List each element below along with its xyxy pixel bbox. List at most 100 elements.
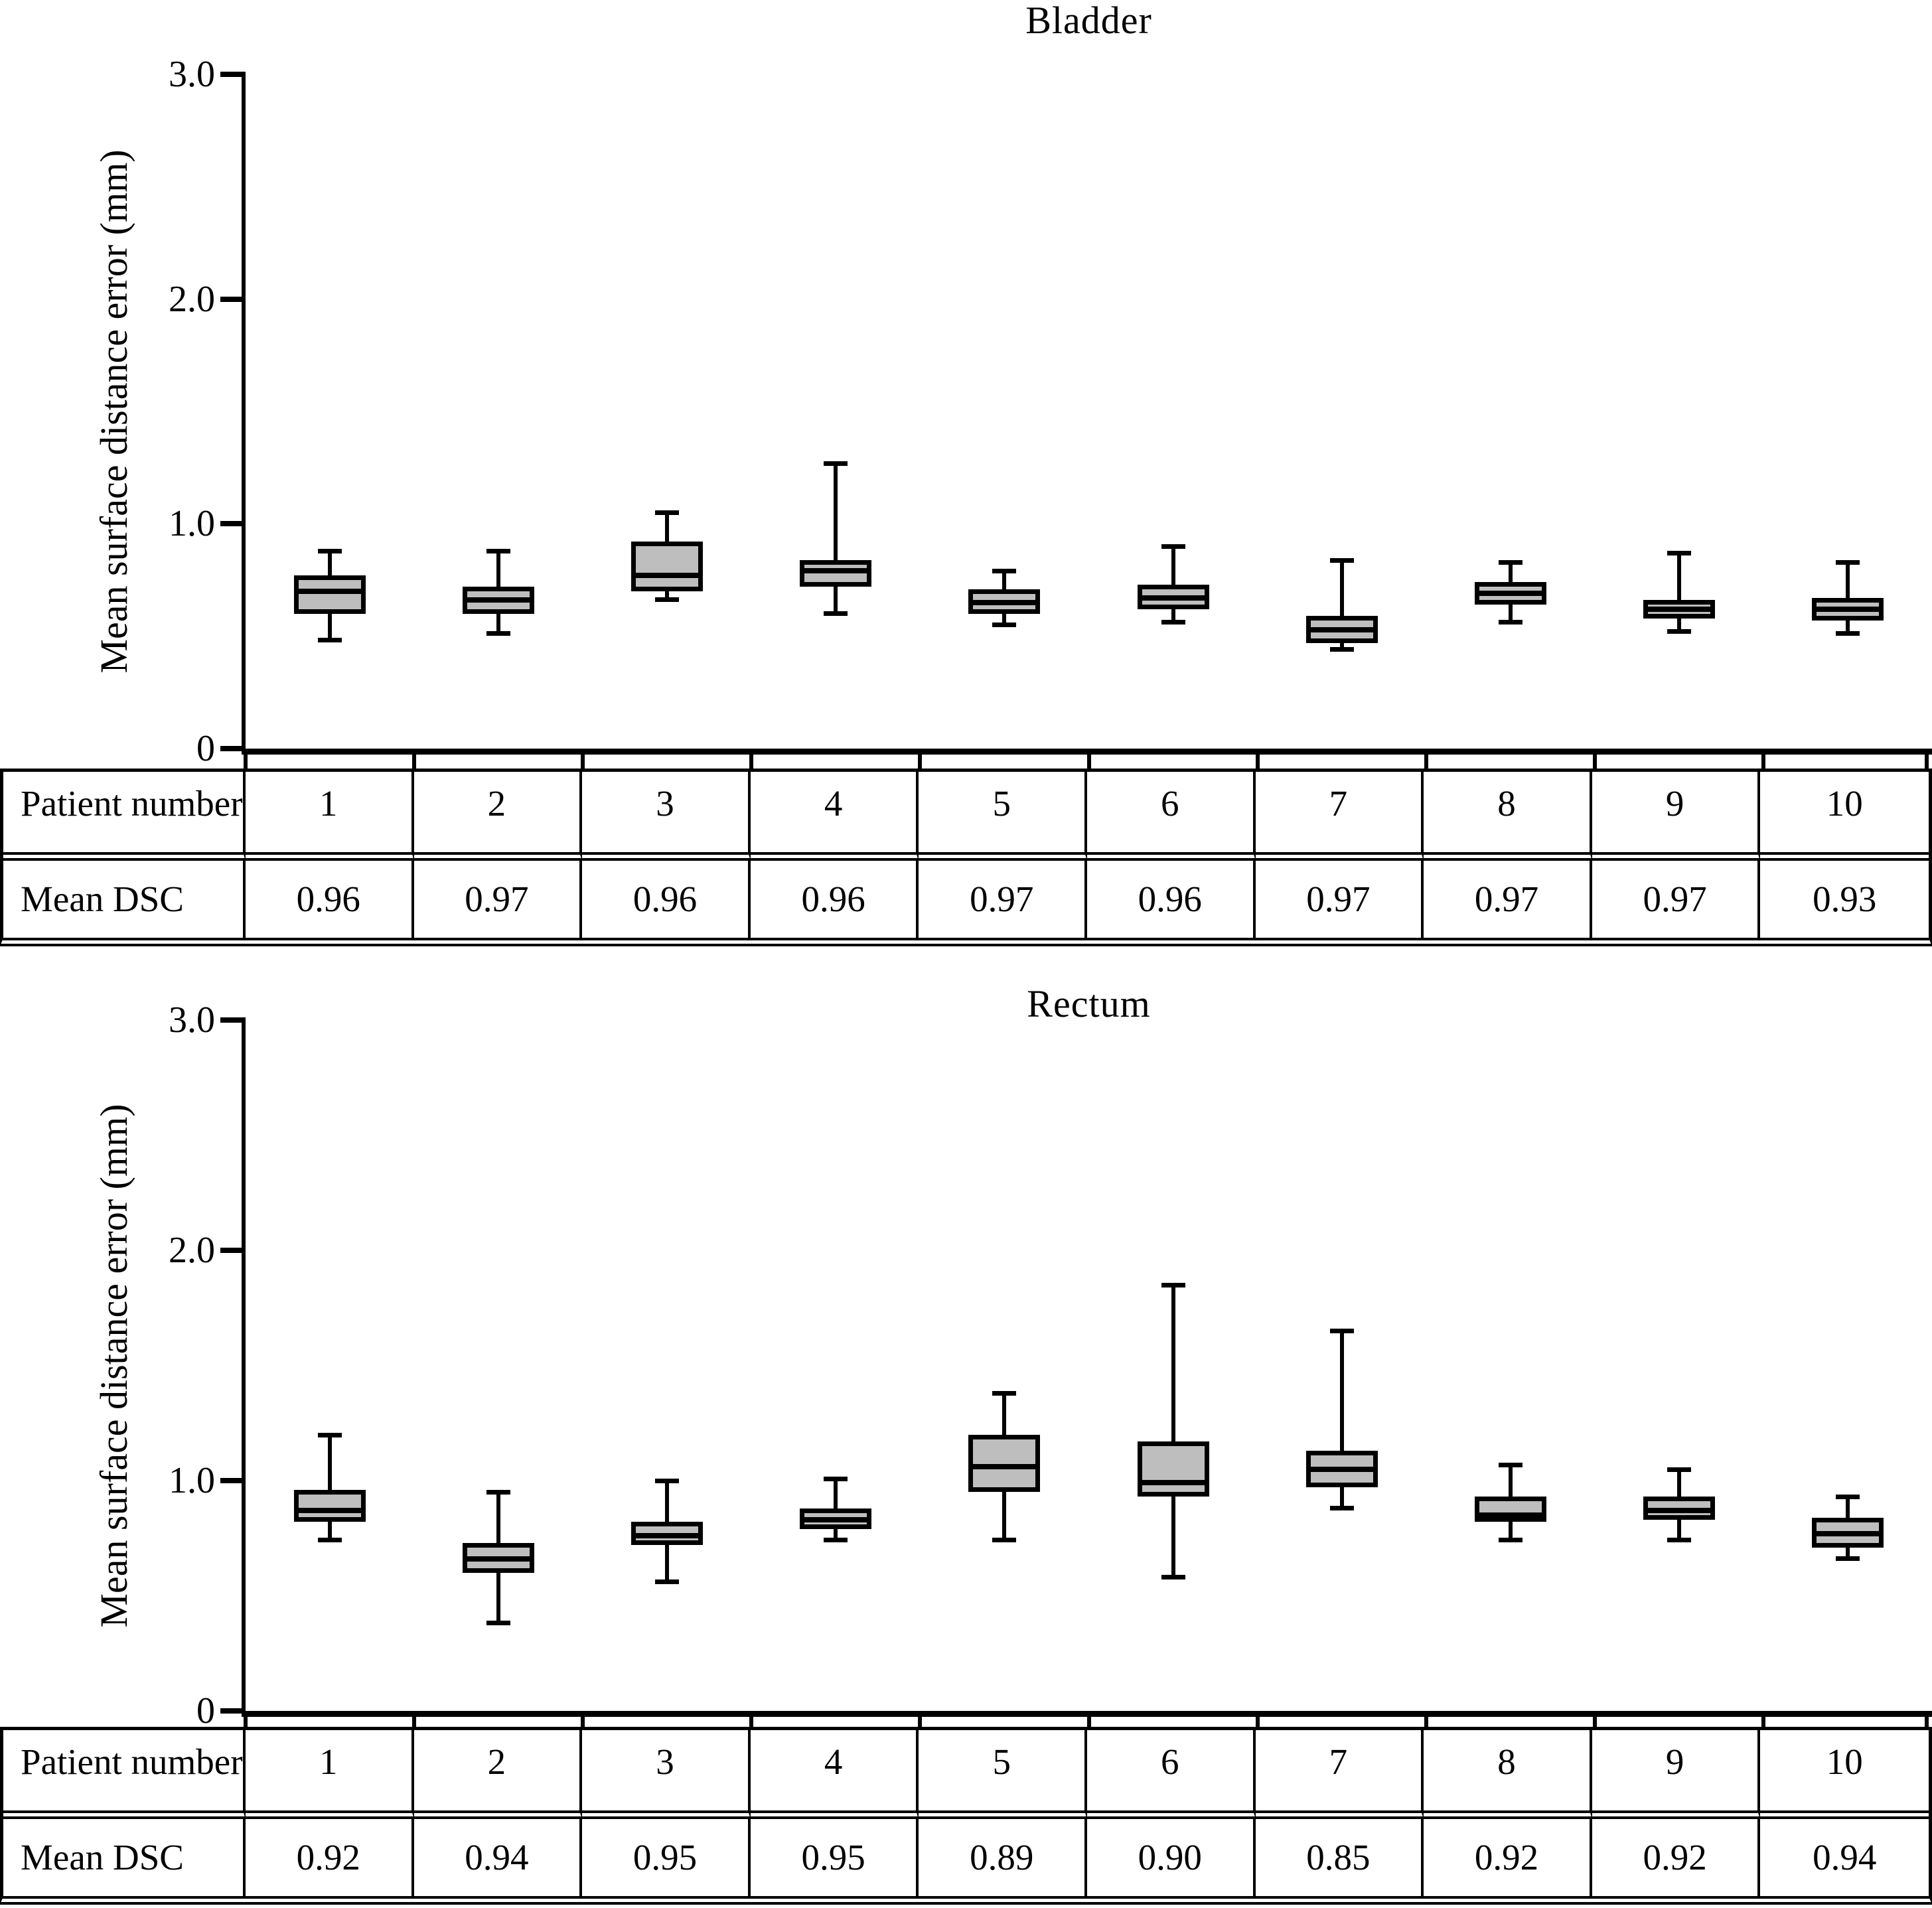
whisker-cap-bottom [1161, 1574, 1185, 1579]
x-tick [749, 755, 754, 773]
whisker-line [1002, 571, 1007, 625]
whisker-line [328, 1434, 333, 1541]
mean-dsc-cell: 0.96 [582, 861, 751, 938]
x-tick [1255, 1717, 1260, 1735]
box-median-line [1474, 591, 1546, 597]
patient-number-cell: 9 [1592, 1730, 1761, 1819]
box-median-line [968, 1464, 1041, 1470]
box-body [1305, 1450, 1378, 1488]
whisker-line [1845, 1497, 1850, 1559]
box-body [463, 587, 535, 614]
y-tick [220, 1708, 242, 1714]
box-median-line [1474, 1512, 1546, 1518]
x-tick [412, 755, 417, 773]
whisker-cap-top [1835, 559, 1860, 565]
whisker-cap-top [1329, 1329, 1354, 1334]
mean-dsc-cell: 0.97 [919, 861, 1087, 938]
bladder-y-axis-label: Mean surface distance error (mm) [92, 149, 135, 674]
x-tick [1592, 1717, 1597, 1735]
whisker-cap-top [655, 510, 680, 516]
whisker-cap-bottom [1329, 646, 1354, 652]
x-tick [244, 755, 248, 773]
box-body [631, 542, 704, 591]
patient-number-cell: 1 [246, 772, 414, 861]
box-body [1643, 1497, 1715, 1520]
whisker-line [1508, 561, 1513, 623]
whisker-cap-bottom [1498, 620, 1523, 625]
patient-number-cell: 3 [582, 772, 751, 861]
box-median-line [294, 588, 366, 594]
whisker-cap-bottom [486, 631, 511, 636]
box-median-line [631, 573, 704, 579]
box-median-line [1643, 607, 1715, 613]
table-header-mean-dsc: Mean DSC [3, 861, 246, 938]
whisker-cap-top [318, 548, 342, 553]
whisker-cap-top [1161, 544, 1185, 550]
x-tick [1925, 755, 1929, 773]
whisker-cap-top [1498, 1462, 1523, 1467]
y-tick [220, 1017, 242, 1023]
box-median-line [1643, 1508, 1715, 1514]
mean-dsc-cell: 0.95 [751, 1819, 919, 1896]
patient-number-cell: 1 [246, 1730, 414, 1819]
whisker-line [496, 550, 501, 634]
whisker-line [1171, 546, 1175, 623]
y-tick-label: 2.0 [169, 1230, 215, 1271]
mean-dsc-cell: 0.92 [1592, 1819, 1761, 1896]
y-tick-label: 1.0 [169, 503, 215, 545]
whisker-line [1171, 1285, 1175, 1578]
whisker-line [665, 512, 670, 601]
whisker-cap-top [824, 461, 848, 466]
rectum-y-axis-label: Mean surface distance error (mm) [92, 1103, 135, 1628]
mean-dsc-cell: 0.94 [414, 1819, 583, 1896]
whisker-cap-top [992, 1391, 1017, 1396]
whisker-cap-top [1667, 551, 1691, 556]
whisker-cap-bottom [1498, 1538, 1523, 1543]
whisker-line [1676, 553, 1681, 632]
whisker-line [1508, 1464, 1513, 1541]
box-body [1305, 616, 1378, 643]
whisker-cap-top [824, 1476, 848, 1481]
x-tick [1086, 755, 1091, 773]
patient-number-cell: 7 [1255, 772, 1424, 861]
x-tick [244, 1717, 248, 1735]
patient-number-cell: 5 [919, 772, 1087, 861]
whisker-cap-bottom [992, 622, 1017, 627]
whisker-cap-bottom [1161, 620, 1185, 625]
whisker-cap-top [1161, 1283, 1185, 1288]
box-median-line [463, 597, 535, 603]
whisker-cap-top [486, 1490, 511, 1495]
box-body [294, 575, 366, 614]
x-tick [1925, 1717, 1929, 1735]
whisker-cap-bottom [486, 1621, 511, 1626]
patient-number-cell: 4 [750, 1730, 919, 1819]
x-tick [1086, 1717, 1091, 1735]
patient-number-cell: 6 [1087, 772, 1256, 861]
y-tick-label: 0 [196, 728, 215, 769]
y-tick [220, 521, 242, 527]
x-tick [1761, 1717, 1765, 1735]
box-body [800, 1508, 872, 1529]
whisker-cap-bottom [824, 611, 848, 616]
box-body [1474, 1497, 1546, 1522]
y-tick-label: 2.0 [169, 278, 215, 320]
whisker-line [1002, 1393, 1007, 1541]
whisker-line [834, 1478, 838, 1541]
whisker-cap-top [1329, 557, 1354, 563]
box-median-line [1137, 1480, 1209, 1486]
whisker-cap-bottom [824, 1538, 848, 1543]
mean-dsc-cell: 0.97 [1592, 861, 1761, 938]
whisker-line [328, 550, 333, 641]
x-axis-line [242, 1711, 1932, 1717]
mean-dsc-cell: 0.97 [414, 861, 583, 938]
patient-number-cell: 4 [750, 772, 919, 861]
